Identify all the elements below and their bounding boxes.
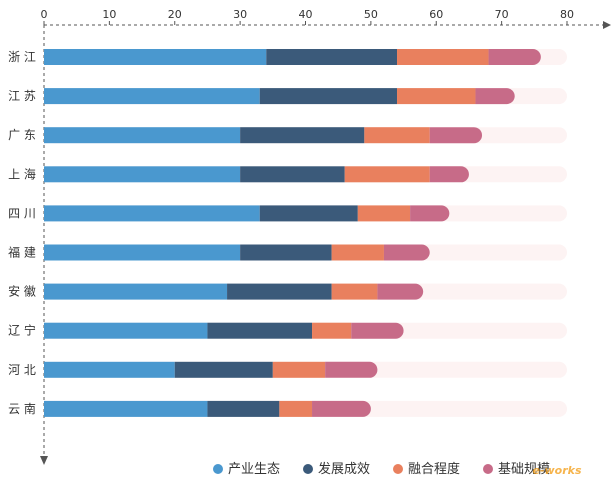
legend: 产业生态 发展成效 融合程度 基础规模: [213, 461, 550, 477]
bar-segment: [397, 49, 489, 65]
bar-segment: [364, 127, 430, 144]
bar-segment: [312, 322, 352, 339]
legend-label: 产业生态: [228, 462, 280, 477]
label-layer: 浙 江江 苏广 东上 海四 川福 建安 徽辽 宁河 北云 南: [8, 50, 36, 416]
legend-item: 基础规模: [483, 462, 550, 477]
category-label: 辽 宁: [8, 323, 36, 338]
bar-segment: [383, 244, 430, 261]
bar-segment: [331, 283, 378, 300]
category-label: 云 南: [8, 401, 36, 416]
bar-segment: [259, 205, 358, 222]
bar-segment: [44, 400, 208, 417]
bar-segment: [227, 283, 332, 300]
bar-segment: [44, 244, 241, 261]
x-tick-label: 50: [364, 8, 378, 21]
x-tick-label: 80: [560, 8, 574, 21]
bar-segment: [312, 400, 371, 417]
bar-segment: [240, 166, 345, 183]
legend-marker: [393, 464, 403, 474]
x-tick-label: 10: [102, 8, 116, 21]
bar-segment: [44, 127, 241, 144]
x-tick-label: 70: [495, 8, 509, 21]
bar-segment: [207, 400, 280, 417]
legend-label: 基础规模: [498, 462, 550, 477]
bar-segment: [44, 49, 267, 65]
category-label: 安 徽: [8, 284, 36, 299]
legend-item: 产业生态: [213, 462, 280, 477]
bar-segment: [259, 88, 398, 105]
legend-label: 融合程度: [408, 461, 460, 477]
axis-layer: 0 10 20 30 40 50 60 70 80: [40, 8, 611, 465]
category-label: 上 海: [8, 166, 36, 181]
legend-marker: [483, 464, 493, 474]
legend-item: 发展成效: [303, 461, 370, 477]
track-layer: [46, 49, 567, 417]
bar-layer: [44, 49, 541, 417]
bar-segment: [429, 166, 469, 183]
bar-segment: [272, 361, 326, 378]
bar-segment: [44, 283, 228, 300]
bar-segment: [279, 400, 313, 417]
category-label: 福 建: [8, 245, 36, 260]
bar-segment: [488, 49, 541, 65]
bar-segment: [410, 205, 450, 222]
bar-segment: [44, 205, 260, 222]
bar-segment: [377, 283, 424, 300]
bar-segment: [429, 127, 483, 144]
bar-segment: [357, 205, 411, 222]
bar-segment: [325, 361, 378, 378]
bar-segment: [174, 361, 273, 378]
bar-segment: [331, 244, 384, 261]
bar-segment: [44, 322, 208, 339]
bar-segment: [475, 88, 515, 105]
x-tick-label: 60: [429, 8, 443, 21]
bar-segment: [266, 49, 398, 65]
category-label: 河 北: [8, 363, 36, 377]
x-tick-label: 40: [299, 8, 313, 21]
x-axis-arrow: [603, 21, 611, 29]
legend-label: 发展成效: [318, 461, 370, 477]
bar-segment: [344, 166, 430, 183]
bar-segment: [44, 361, 175, 378]
bar-segment: [44, 88, 260, 105]
bar-segment: [44, 166, 241, 183]
category-label: 四 川: [8, 206, 36, 220]
legend-marker: [213, 464, 223, 474]
legend-item: 融合程度: [393, 461, 460, 477]
x-tick-label: 0: [41, 8, 48, 21]
x-tick-label: 20: [168, 8, 182, 21]
watermark-logo: e-works: [532, 464, 581, 477]
category-label: 广 东: [8, 128, 36, 142]
x-tick-label: 30: [233, 8, 247, 21]
bar-segment: [397, 88, 476, 105]
category-label: 浙 江: [8, 50, 36, 64]
category-label: 江 苏: [8, 89, 36, 103]
bar-segment: [207, 322, 313, 339]
y-axis-arrow: [40, 456, 48, 465]
bar-segment: [240, 127, 365, 144]
legend-marker: [303, 464, 313, 474]
bar-segment: [351, 322, 404, 339]
bar-segment: [240, 244, 332, 261]
